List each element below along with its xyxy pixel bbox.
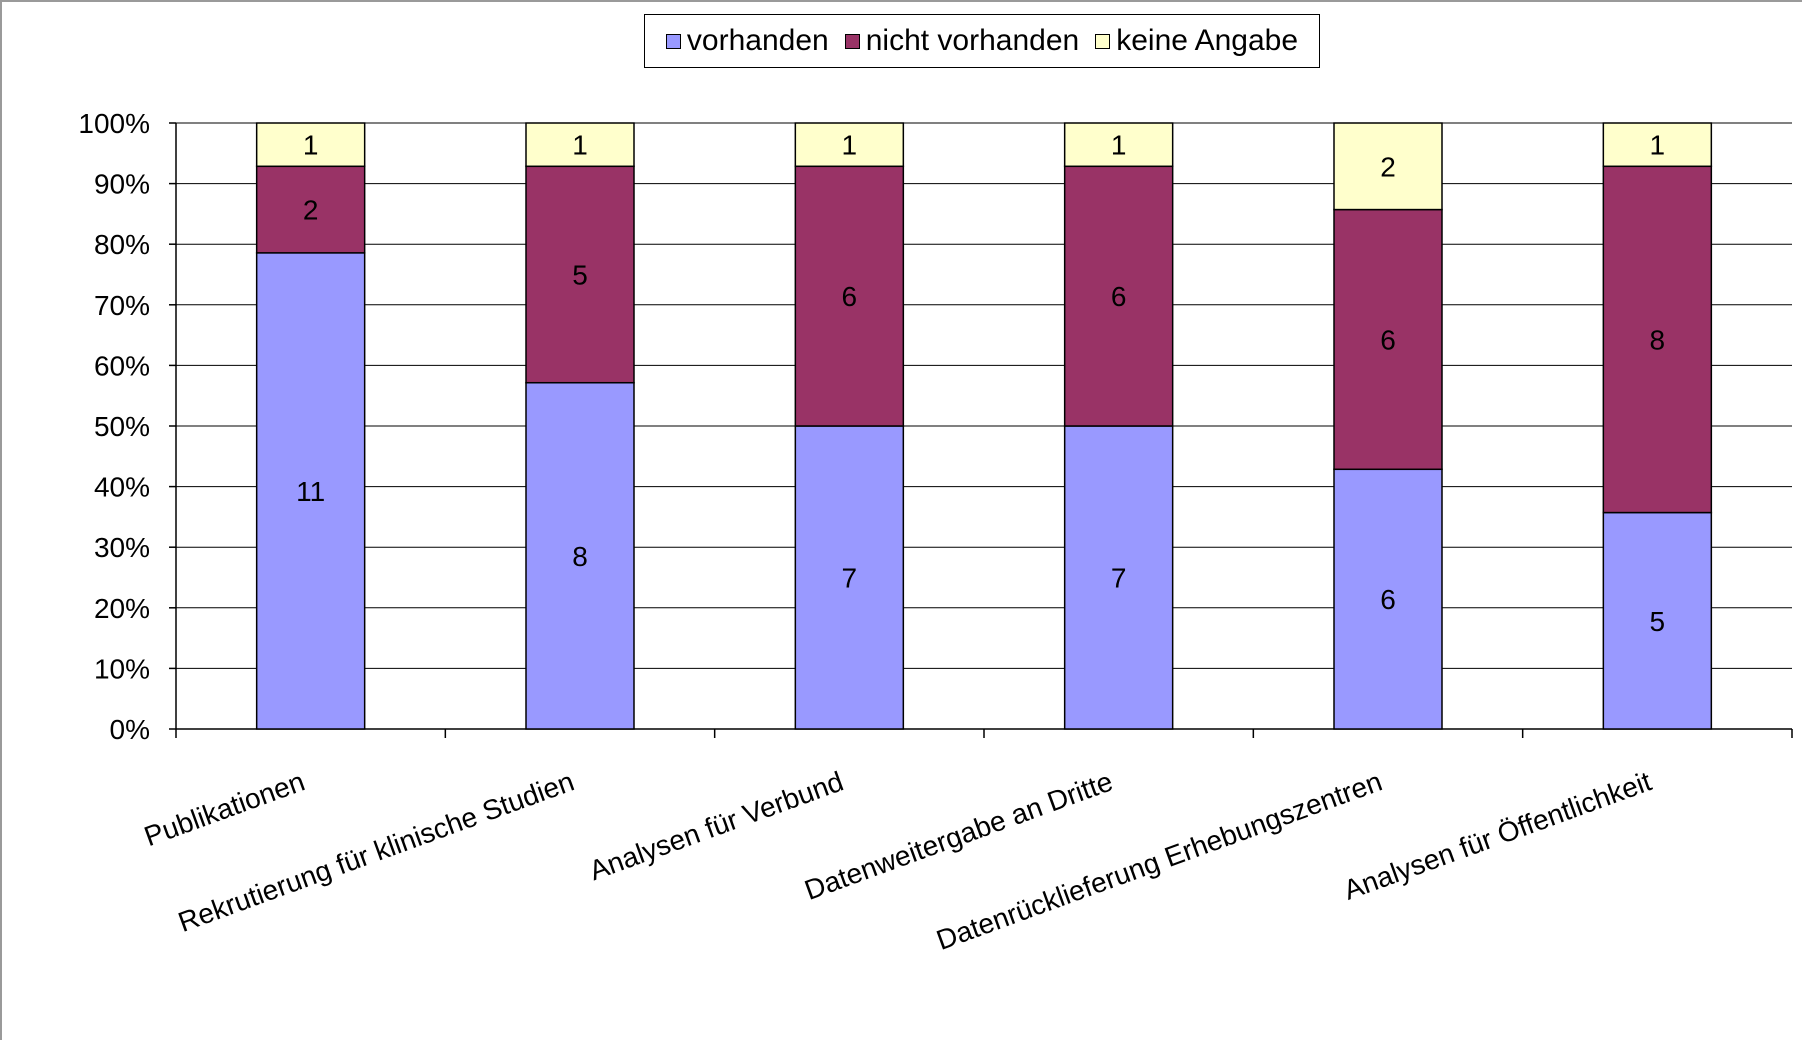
data-label: 1 [1111, 130, 1127, 161]
data-label: 1 [842, 130, 858, 161]
y-tick-label: 60% [94, 350, 150, 381]
legend-label-nicht-vorhanden: nicht vorhanden [865, 24, 1080, 57]
x-tick-label: Publikationen [140, 766, 309, 853]
y-tick-label: 20% [94, 593, 150, 624]
legend-swatch-keine-angabe [1095, 33, 1111, 49]
bar-segment [1063, 165, 1174, 427]
bar-segment [525, 122, 635, 168]
data-label: 6 [1380, 324, 1396, 355]
y-tick-label: 10% [94, 653, 150, 684]
legend-item-nicht-vorhanden: nicht vorhanden [844, 24, 1080, 58]
data-label: 1 [572, 130, 588, 161]
y-tick-label: 30% [94, 532, 150, 563]
legend-label-keine-angabe: keine Angabe [1116, 24, 1299, 57]
legend-item-vorhanden: vorhanden [665, 24, 829, 58]
data-label: 1 [303, 130, 319, 161]
legend-swatch-nicht-vorhanden [844, 33, 860, 49]
x-tick-label: Analysen für Öffentlichkeit [1340, 765, 1656, 905]
bar-segment [794, 165, 905, 427]
bar-segment [1063, 122, 1174, 168]
y-tick-label: 100% [78, 108, 150, 139]
legend: vorhanden nicht vorhanden keine Angabe [644, 14, 1320, 68]
bar-segment [1063, 425, 1174, 730]
data-label: 5 [572, 260, 588, 291]
legend-item-keine-angabe: keine Angabe [1095, 24, 1298, 58]
data-label: 6 [1111, 281, 1127, 312]
data-label: 8 [572, 541, 588, 572]
y-tick-label: 90% [94, 169, 150, 200]
data-label: 2 [1380, 151, 1396, 182]
y-tick-label: 50% [94, 411, 150, 442]
bar-segment [255, 122, 366, 168]
bar-segment [525, 381, 635, 730]
data-label: 6 [1380, 584, 1396, 615]
bar-segment [1602, 122, 1713, 168]
bar-segment [1333, 122, 1443, 211]
data-label: 7 [842, 563, 858, 594]
data-label: 6 [842, 281, 858, 312]
data-label: 5 [1650, 606, 1666, 637]
bar-segment [794, 425, 905, 730]
data-label: 2 [303, 195, 319, 226]
data-label: 11 [296, 476, 325, 507]
legend-label-vorhanden: vorhanden [686, 24, 829, 57]
y-tick-label: 80% [94, 229, 150, 260]
data-label: 1 [1650, 130, 1666, 161]
bar-segment [525, 165, 635, 384]
bar-segment [1602, 511, 1713, 730]
bar-segment [255, 165, 366, 254]
y-tick-label: 40% [94, 472, 150, 503]
data-label: 7 [1111, 563, 1127, 594]
y-tick-label: 70% [94, 290, 150, 321]
x-tick-label: Datenrücklieferung Erhebungszentren [932, 766, 1386, 956]
bar-segment [1333, 208, 1443, 471]
data-label: 8 [1650, 324, 1666, 355]
legend-swatch-vorhanden [665, 33, 681, 49]
y-tick-label: 0% [110, 714, 150, 745]
x-tick-label: Analysen für Verbund [585, 766, 847, 887]
bar-segment [794, 122, 905, 168]
bar-segment [1333, 468, 1443, 730]
